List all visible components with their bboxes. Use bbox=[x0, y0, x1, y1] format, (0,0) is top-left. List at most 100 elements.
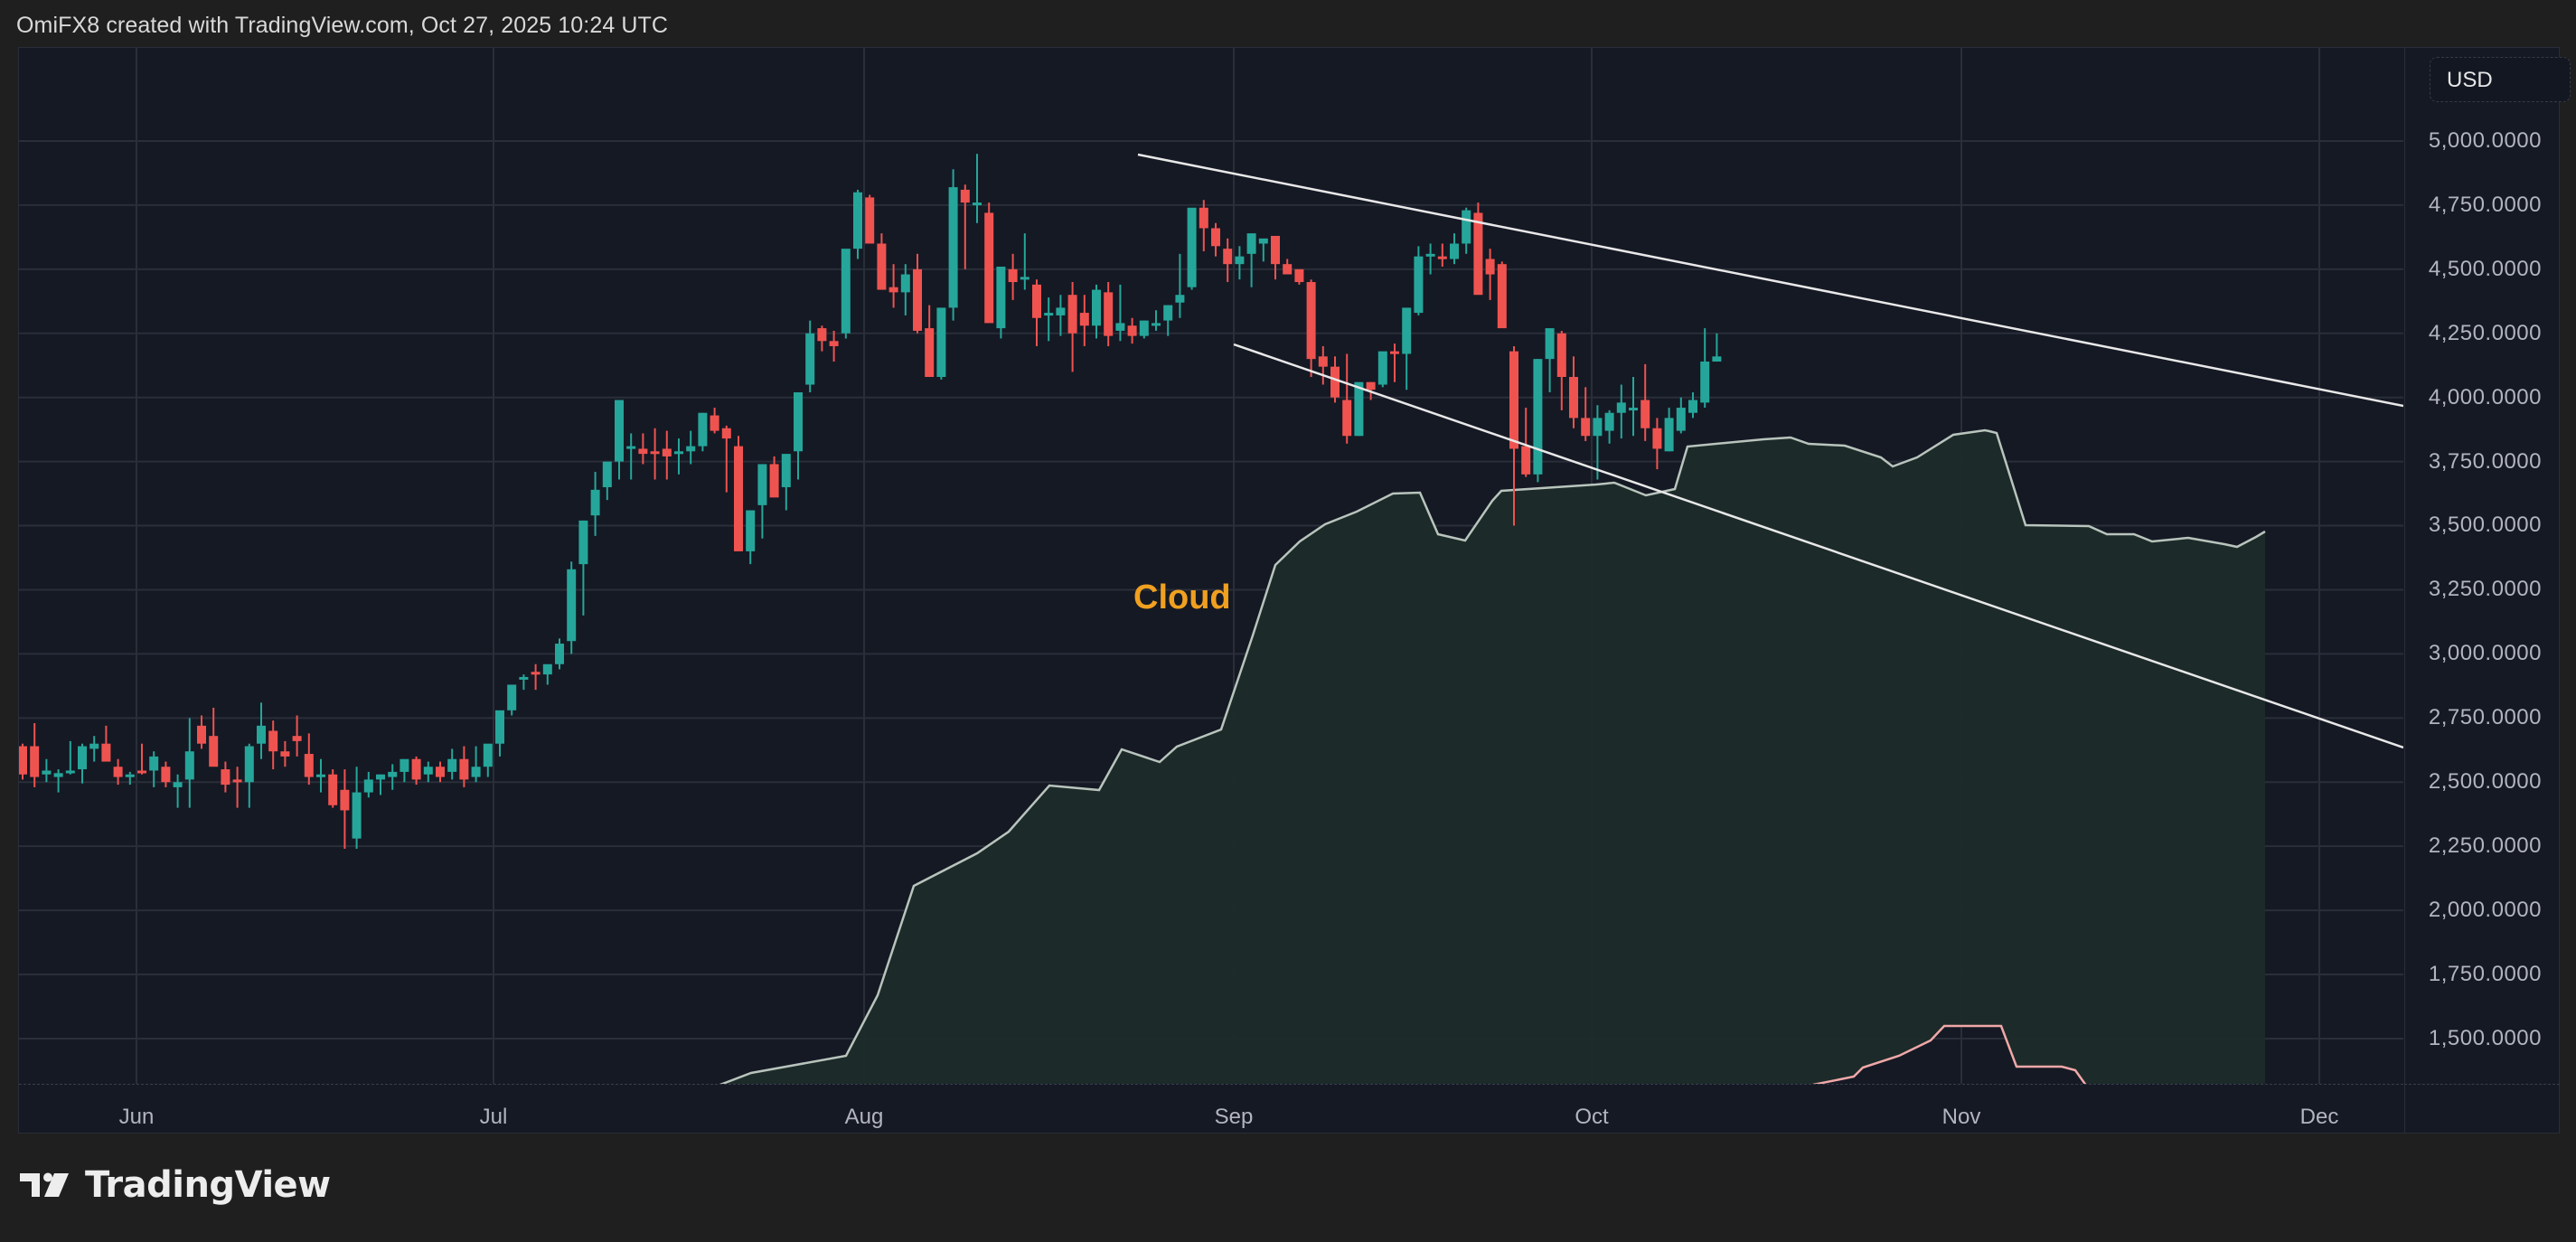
ichimoku-cloud bbox=[722, 430, 2265, 1084]
candle-body bbox=[388, 771, 398, 777]
candle-body bbox=[436, 767, 445, 777]
candle-body bbox=[1390, 351, 1399, 354]
candle-body bbox=[1354, 381, 1364, 437]
price-axis-label: 5,000.0000 bbox=[2428, 128, 2542, 153]
price-axis-label: 3,500.0000 bbox=[2428, 513, 2542, 538]
candle-body bbox=[1533, 359, 1543, 475]
candle-body bbox=[1127, 325, 1137, 336]
chart-attribution: OmiFX8 created with TradingView.com, Oct… bbox=[16, 13, 669, 38]
candle-body bbox=[984, 212, 994, 324]
candle-body bbox=[1032, 284, 1041, 318]
candle-body bbox=[257, 725, 266, 744]
candle-body bbox=[1342, 400, 1352, 437]
candle-body bbox=[1402, 307, 1412, 354]
candle-body bbox=[1306, 282, 1316, 360]
candle-body bbox=[1629, 408, 1638, 411]
price-axis-label: 2,500.0000 bbox=[2428, 769, 2542, 794]
candle-body bbox=[615, 400, 624, 462]
candle-body bbox=[161, 767, 171, 783]
time-axis[interactable]: Jun Jul Aug Sep Oct Nov Dec bbox=[19, 1084, 2403, 1134]
candle-body bbox=[817, 328, 827, 342]
candle-body bbox=[960, 189, 970, 203]
candle-body bbox=[1569, 377, 1578, 419]
price-axis-label: 2,250.0000 bbox=[2428, 833, 2542, 858]
candle-body bbox=[113, 767, 123, 777]
candle-body bbox=[1104, 292, 1114, 336]
chart-plot-area[interactable]: Cloud bbox=[19, 48, 2403, 1084]
candle-body bbox=[53, 773, 63, 777]
candle-body bbox=[913, 268, 922, 331]
candle-body bbox=[1688, 400, 1697, 413]
candle-body bbox=[1067, 295, 1077, 334]
candle-body bbox=[1139, 320, 1149, 336]
candle-body bbox=[973, 202, 982, 206]
candle-body bbox=[268, 730, 278, 752]
candle-body bbox=[1485, 259, 1495, 275]
candle-body bbox=[674, 451, 683, 455]
price-axis-label: 4,500.0000 bbox=[2428, 256, 2542, 281]
tradingview-logo-icon bbox=[20, 1172, 69, 1197]
candle-body bbox=[1283, 264, 1293, 275]
candle-body bbox=[316, 774, 325, 777]
price-axis-label: 3,250.0000 bbox=[2428, 577, 2542, 602]
candle-body bbox=[244, 746, 254, 783]
candle-body bbox=[1425, 253, 1435, 257]
price-axis-label: 3,000.0000 bbox=[2428, 641, 2542, 666]
candle-body bbox=[841, 249, 851, 334]
candle-body bbox=[1318, 356, 1328, 367]
candle-body bbox=[1092, 289, 1101, 326]
candle-body bbox=[423, 767, 433, 775]
candle-body bbox=[280, 751, 290, 757]
cloud-annotation: Cloud bbox=[1133, 579, 1231, 616]
currency-button[interactable]: USD bbox=[2430, 57, 2571, 102]
candle-body bbox=[507, 684, 517, 710]
candle-body bbox=[531, 672, 541, 675]
candle-body bbox=[1450, 243, 1459, 259]
candlestick-chart: Cloud bbox=[19, 48, 2403, 1084]
candle-body bbox=[1246, 233, 1256, 254]
candle-body bbox=[352, 792, 362, 839]
price-axis-label: 1,500.0000 bbox=[2428, 1025, 2542, 1050]
candle-body bbox=[1223, 249, 1233, 265]
price-axis-label: 4,250.0000 bbox=[2428, 320, 2542, 345]
candle-body bbox=[483, 743, 493, 767]
time-axis-label: Nov bbox=[1941, 1105, 1981, 1129]
candle-body bbox=[363, 779, 373, 793]
price-axis[interactable]: 5,000.0000 4,750.0000 4,500.0000 4,250.0000… bbox=[2404, 48, 2560, 1084]
candle-body bbox=[805, 333, 815, 385]
candle-body bbox=[829, 341, 839, 346]
candle-body bbox=[1414, 256, 1424, 314]
candle-body bbox=[1652, 428, 1662, 449]
price-axis-label: 4,000.0000 bbox=[2428, 384, 2542, 409]
candle-body bbox=[1008, 268, 1018, 283]
candle-body bbox=[1187, 207, 1197, 287]
candle-body bbox=[1712, 356, 1722, 362]
candle-body bbox=[781, 454, 791, 487]
candle-body bbox=[340, 789, 350, 811]
candle-body bbox=[1676, 408, 1686, 431]
candle-body bbox=[686, 446, 696, 452]
candle-body bbox=[1211, 228, 1220, 247]
upper-trendline bbox=[1137, 153, 2403, 408]
candle-body bbox=[184, 751, 194, 780]
candle-body bbox=[495, 710, 504, 744]
candle-body bbox=[567, 569, 577, 642]
candle-body bbox=[30, 746, 40, 777]
candle-body bbox=[519, 676, 529, 680]
candle-body bbox=[1377, 351, 1387, 385]
candle-body bbox=[1271, 235, 1280, 265]
candle-body bbox=[948, 187, 958, 308]
candle-body bbox=[447, 758, 457, 772]
candle-body bbox=[101, 743, 111, 762]
candle-body bbox=[888, 287, 898, 293]
candle-body bbox=[1545, 328, 1555, 360]
chart-frame: Cloud 5,000.0000 4,750.0000 4,500.0000 4,25… bbox=[18, 47, 2571, 1134]
candle-body bbox=[137, 770, 146, 774]
candle-body bbox=[900, 274, 910, 293]
tradingview-logo-text: TradingView bbox=[85, 1164, 331, 1206]
candle-body bbox=[197, 725, 206, 744]
candle-body bbox=[1175, 295, 1185, 303]
candle-body bbox=[734, 446, 743, 551]
candle-body bbox=[459, 758, 469, 780]
candle-body bbox=[746, 510, 756, 551]
